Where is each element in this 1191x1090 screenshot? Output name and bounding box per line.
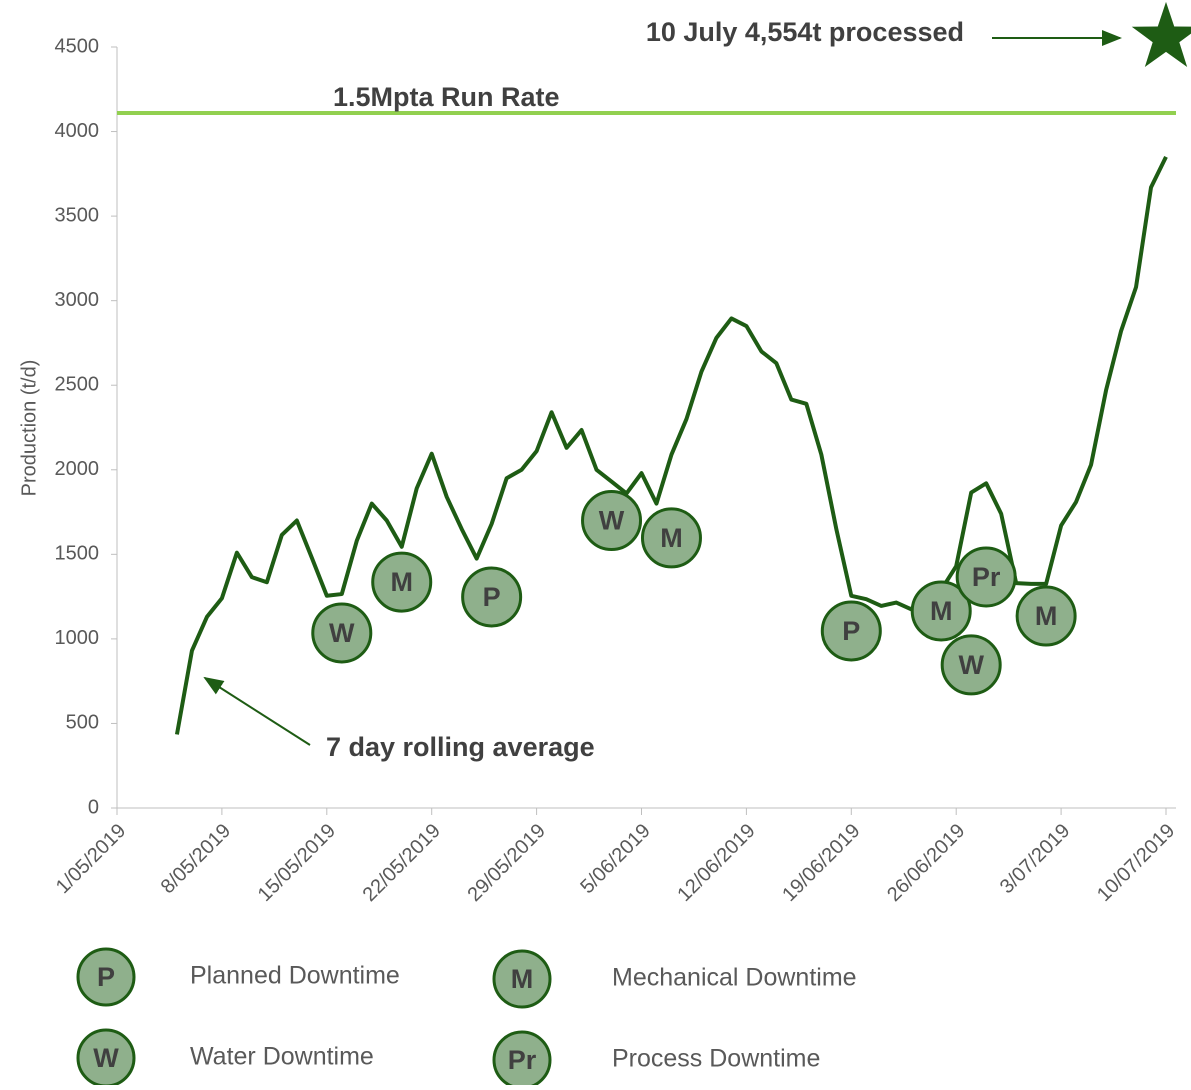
legend-label: Water Downtime	[190, 1043, 374, 1071]
x-tick-label: 26/06/2019	[883, 820, 969, 906]
legend-symbol	[76, 947, 136, 1007]
downtime-marker-label: Pr	[972, 562, 1001, 592]
downtime-marker-label: W	[958, 650, 984, 680]
downtime-marker-label: M	[660, 523, 683, 553]
x-tick-label: 29/05/2019	[464, 820, 550, 906]
x-tick-label: 15/05/2019	[254, 820, 340, 906]
downtime-marker-label: P	[842, 616, 860, 646]
y-tick-label: 1000	[55, 627, 100, 649]
y-tick-label: 4000	[55, 120, 100, 142]
legend-symbol-label: W	[93, 1043, 119, 1073]
downtime-marker-label: W	[329, 618, 355, 648]
y-axis-label: Production (t/d)	[18, 360, 40, 497]
downtime-marker-label: P	[483, 582, 501, 612]
legend-label: Mechanical Downtime	[612, 964, 857, 992]
downtime-marker-label: M	[930, 596, 953, 626]
x-tick-label: 3/07/2019	[996, 820, 1074, 898]
legend-symbol-label: M	[511, 964, 534, 994]
downtime-marker	[940, 634, 1002, 696]
downtime-marker	[461, 566, 523, 628]
legend-symbol-label: Pr	[508, 1045, 537, 1075]
downtime-marker-label: M	[390, 567, 413, 597]
y-tick-label: 500	[66, 712, 99, 734]
series-annotation: 7 day rolling average	[326, 732, 595, 762]
downtime-marker-label: M	[1035, 601, 1058, 631]
legend-symbol	[492, 949, 552, 1009]
downtime-marker	[1015, 585, 1077, 647]
legend-label: Process Downtime	[612, 1045, 820, 1073]
downtime-marker	[955, 546, 1017, 608]
downtime-marker	[910, 580, 972, 642]
annotation-arrow	[203, 676, 311, 746]
y-tick-label: 3500	[55, 204, 100, 226]
x-tick-label: 22/05/2019	[359, 820, 445, 906]
x-tick-label: 19/06/2019	[778, 820, 864, 906]
legend-symbol-label: P	[97, 962, 115, 992]
x-tick-label: 1/05/2019	[52, 820, 130, 898]
downtime-marker	[640, 507, 702, 569]
x-tick-label: 5/06/2019	[576, 820, 654, 898]
y-tick-label: 1500	[55, 543, 100, 565]
record-label: 10 July 4,554t processed	[646, 17, 964, 47]
record-star	[1131, 1, 1191, 67]
y-tick-label: 2500	[55, 374, 100, 396]
x-tick-label: 8/05/2019	[157, 820, 235, 898]
x-tick-label: 10/07/2019	[1093, 820, 1179, 906]
downtime-marker	[581, 490, 643, 552]
downtime-marker	[371, 551, 433, 613]
downtime-marker	[820, 600, 882, 662]
legend-label: Planned Downtime	[190, 962, 400, 990]
x-tick-label: 12/06/2019	[673, 820, 759, 906]
downtime-marker	[311, 602, 373, 664]
y-tick-label: 3000	[55, 289, 100, 311]
downtime-marker-label: W	[599, 506, 625, 536]
series-line	[174, 156, 1168, 735]
y-tick-label: 4500	[55, 35, 100, 57]
y-tick-label: 0	[88, 796, 99, 818]
run-rate-label: 1.5Mpta Run Rate	[333, 82, 560, 112]
y-tick-label: 2000	[55, 458, 100, 480]
